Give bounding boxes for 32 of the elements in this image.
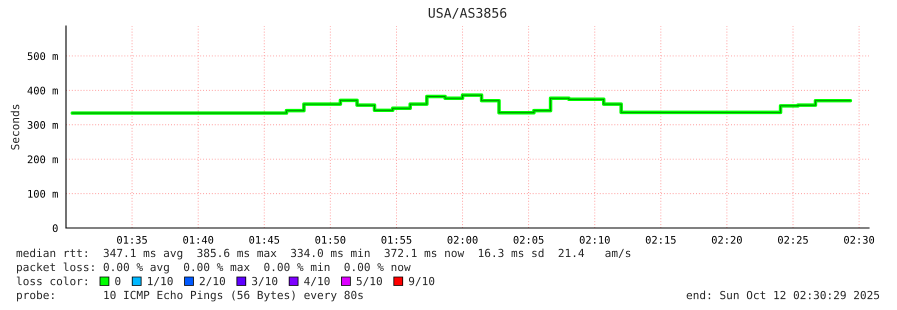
y-tick-label: 400 m bbox=[28, 86, 58, 94]
legend-label: 2/10 bbox=[200, 276, 226, 286]
legend-label: 0 bbox=[115, 276, 120, 286]
x-tick-label: 02:05 bbox=[514, 236, 544, 244]
legend-title: loss color: bbox=[16, 276, 87, 286]
y-tick-label: 500 m bbox=[28, 52, 58, 60]
legend-label: 4/10 bbox=[304, 276, 330, 286]
text: median rtt: 347.1 ms avg 385.6 ms max 334.0 ms min 372.1 ms now 16.3 ms sd 21.4 am/s bbox=[16, 248, 630, 260]
text: probe: 10 ICMP Echo Pings (56 Bytes) every 80s bbox=[17, 290, 363, 302]
x-tick-label: 02:30 bbox=[844, 236, 874, 244]
x-tick-label: 01:55 bbox=[381, 236, 412, 244]
y-tick-label: 200 m bbox=[28, 155, 58, 164]
legend-label: 9/10 bbox=[408, 276, 434, 286]
legend-label: 5/10 bbox=[356, 276, 382, 286]
x-tick-label: 01:40 bbox=[183, 236, 214, 244]
text: packet loss: 0.00 % avg 0.00 % max 0.00 % min 0.00 % now bbox=[17, 262, 411, 274]
chart-title: USA/AS3856 bbox=[428, 8, 506, 19]
x-tick-label: 02:25 bbox=[778, 236, 808, 244]
x-tick-label: 02:15 bbox=[646, 236, 676, 244]
y-tick-label: 300 m bbox=[28, 121, 58, 129]
x-tick-label: 02:10 bbox=[580, 236, 610, 244]
y-axis-title: Seconds bbox=[10, 104, 20, 150]
legend-label: 1/10 bbox=[148, 276, 173, 286]
x-tick-label: 02:20 bbox=[712, 236, 742, 244]
x-tick-label: 01:35 bbox=[117, 236, 147, 244]
legend-label: 3/10 bbox=[252, 276, 278, 286]
text: end: Sun Oct 12 02:30:29 2025 bbox=[686, 290, 880, 300]
x-tick-label: 01:50 bbox=[315, 236, 346, 244]
x-tick-label: 02:00 bbox=[448, 236, 478, 244]
y-tick-label: 0 bbox=[52, 224, 58, 232]
x-tick-label: 01:45 bbox=[249, 236, 280, 244]
y-tick-label: 100 m bbox=[28, 190, 58, 198]
